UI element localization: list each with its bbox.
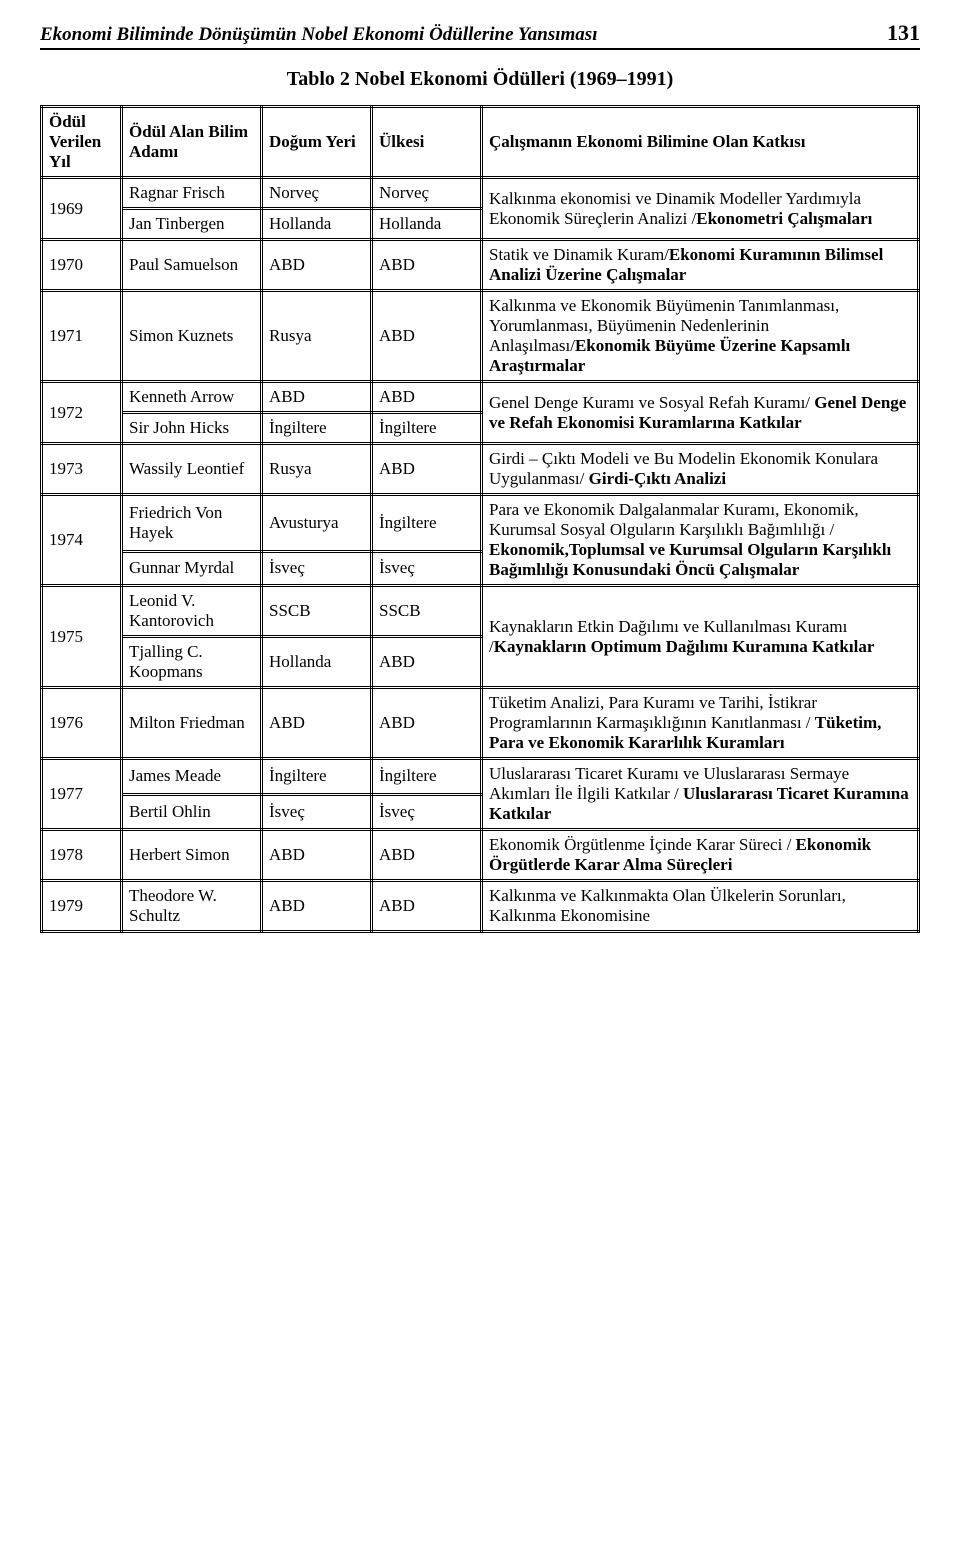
cell-birth: SSCB — [262, 586, 372, 637]
cell-birth: Rusya — [262, 291, 372, 382]
cell-person: Sir John Hicks — [122, 413, 262, 444]
table-row: 1973 Wassily Leontief Rusya ABD Girdi – … — [42, 444, 919, 495]
cell-person: Ragnar Frisch — [122, 178, 262, 209]
cell-person: Bertil Ohlin — [122, 794, 262, 830]
cell-contrib: Kalkınma ve Kalkınmakta Olan Ülkelerin S… — [482, 881, 919, 932]
cell-year: 1975 — [42, 586, 122, 688]
cell-birth: ABD — [262, 240, 372, 291]
cell-year: 1969 — [42, 178, 122, 240]
cell-birth: İsveç — [262, 551, 372, 585]
cell-country: İngiltere — [372, 495, 482, 552]
cell-person: Leonid V. Kantorovich — [122, 586, 262, 637]
cell-birth: Norveç — [262, 178, 372, 209]
page: Ekonomi Biliminde Dönüşümün Nobel Ekonom… — [0, 0, 960, 973]
cell-country: İngiltere — [372, 759, 482, 795]
cell-birth: Rusya — [262, 444, 372, 495]
cell-person: Milton Friedman — [122, 688, 262, 759]
cell-year: 1971 — [42, 291, 122, 382]
running-head-page: 131 — [887, 20, 920, 46]
cell-person: Herbert Simon — [122, 830, 262, 881]
cell-country: ABD — [372, 444, 482, 495]
table-row: 1975 Leonid V. Kantorovich SSCB SSCB Kay… — [42, 586, 919, 637]
cell-country: Hollanda — [372, 209, 482, 240]
cell-country: ABD — [372, 382, 482, 413]
cell-year: 1977 — [42, 759, 122, 830]
table-row: 1972 Kenneth Arrow ABD ABD Genel Denge K… — [42, 382, 919, 413]
cell-contrib: Kaynakların Etkin Dağılımı ve Kullanılma… — [482, 586, 919, 688]
table-row: 1974 Friedrich Von Hayek Avusturya İngil… — [42, 495, 919, 552]
table-row: 1970 Paul Samuelson ABD ABD Statik ve Di… — [42, 240, 919, 291]
cell-country: İsveç — [372, 551, 482, 585]
cell-birth: Avusturya — [262, 495, 372, 552]
cell-year: 1970 — [42, 240, 122, 291]
cell-contrib: Kalkınma ekonomisi ve Dinamik Modeller Y… — [482, 178, 919, 240]
cell-contrib: Para ve Ekonomik Dalgalanmalar Kuramı, E… — [482, 495, 919, 586]
cell-country: İngiltere — [372, 413, 482, 444]
cell-country: İsveç — [372, 794, 482, 830]
cell-person: Paul Samuelson — [122, 240, 262, 291]
table-row: 1969 Ragnar Frisch Norveç Norveç Kalkınm… — [42, 178, 919, 209]
table-header-row: Ödül Verilen Yıl Ödül Alan Bilim Adamı D… — [42, 107, 919, 178]
table-row: 1976 Milton Friedman ABD ABD Tüketim Ana… — [42, 688, 919, 759]
cell-birth: Hollanda — [262, 209, 372, 240]
th-country: Ülkesi — [372, 107, 482, 178]
cell-birth: ABD — [262, 881, 372, 932]
cell-contrib: Genel Denge Kuramı ve Sosyal Refah Kuram… — [482, 382, 919, 444]
cell-contrib: Tüketim Analizi, Para Kuramı ve Tarihi, … — [482, 688, 919, 759]
th-contrib: Çalışmanın Ekonomi Bilimine Olan Katkısı — [482, 107, 919, 178]
cell-person: Friedrich Von Hayek — [122, 495, 262, 552]
cell-country: ABD — [372, 291, 482, 382]
cell-birth: İngiltere — [262, 759, 372, 795]
cell-contrib: Statik ve Dinamik Kuram/Ekonomi Kuramını… — [482, 240, 919, 291]
cell-country: SSCB — [372, 586, 482, 637]
running-head: Ekonomi Biliminde Dönüşümün Nobel Ekonom… — [40, 20, 920, 50]
cell-contrib: Girdi – Çıktı Modeli ve Bu Modelin Ekono… — [482, 444, 919, 495]
cell-person: Jan Tinbergen — [122, 209, 262, 240]
cell-contrib: Uluslararası Ticaret Kuramı ve Uluslarar… — [482, 759, 919, 830]
table-row: 1971 Simon Kuznets Rusya ABD Kalkınma ve… — [42, 291, 919, 382]
cell-person: Tjalling C. Koopmans — [122, 637, 262, 688]
cell-contrib: Kalkınma ve Ekonomik Büyümenin Tanımlanm… — [482, 291, 919, 382]
cell-person: James Meade — [122, 759, 262, 795]
cell-person: Simon Kuznets — [122, 291, 262, 382]
cell-birth: İngiltere — [262, 413, 372, 444]
cell-birth: ABD — [262, 382, 372, 413]
cell-birth: İsveç — [262, 794, 372, 830]
cell-birth: ABD — [262, 830, 372, 881]
cell-country: ABD — [372, 240, 482, 291]
th-birth: Doğum Yeri — [262, 107, 372, 178]
cell-person: Kenneth Arrow — [122, 382, 262, 413]
table-caption: Tablo 2 Nobel Ekonomi Ödülleri (1969–199… — [40, 68, 920, 91]
cell-contrib: Ekonomik Örgütlenme İçinde Karar Süreci … — [482, 830, 919, 881]
cell-person: Gunnar Myrdal — [122, 551, 262, 585]
cell-birth: ABD — [262, 688, 372, 759]
cell-year: 1979 — [42, 881, 122, 932]
table-row: 1979 Theodore W. Schultz ABD ABD Kalkınm… — [42, 881, 919, 932]
th-person: Ödül Alan Bilim Adamı — [122, 107, 262, 178]
cell-country: ABD — [372, 881, 482, 932]
cell-year: 1976 — [42, 688, 122, 759]
running-head-title: Ekonomi Biliminde Dönüşümün Nobel Ekonom… — [40, 24, 598, 46]
table-row: 1977 James Meade İngiltere İngiltere Ulu… — [42, 759, 919, 795]
cell-birth: Hollanda — [262, 637, 372, 688]
nobel-table: Ödül Verilen Yıl Ödül Alan Bilim Adamı D… — [40, 105, 920, 933]
cell-country: ABD — [372, 637, 482, 688]
cell-year: 1978 — [42, 830, 122, 881]
cell-country: Norveç — [372, 178, 482, 209]
cell-country: ABD — [372, 688, 482, 759]
cell-year: 1972 — [42, 382, 122, 444]
cell-person: Theodore W. Schultz — [122, 881, 262, 932]
table-row: 1978 Herbert Simon ABD ABD Ekonomik Örgü… — [42, 830, 919, 881]
cell-year: 1973 — [42, 444, 122, 495]
cell-person: Wassily Leontief — [122, 444, 262, 495]
cell-year: 1974 — [42, 495, 122, 586]
cell-country: ABD — [372, 830, 482, 881]
th-year: Ödül Verilen Yıl — [42, 107, 122, 178]
